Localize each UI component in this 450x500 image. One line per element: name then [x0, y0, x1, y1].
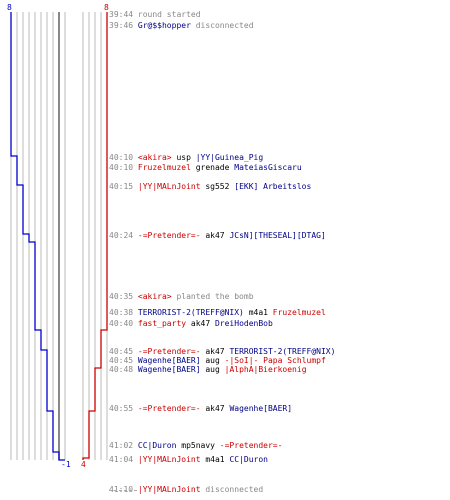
event-text: -=Pretender=- — [137, 231, 201, 240]
event-text: disconnected — [200, 485, 264, 494]
event-text: ak47 — [200, 347, 230, 356]
event-text: ak47 — [186, 319, 215, 328]
event-text: Fruzelmuzel — [272, 308, 326, 317]
event-row: 39:46 Gr@$$hopper disconnected — [109, 22, 254, 30]
event-text: grenade — [190, 163, 235, 172]
event-time: 40:38 — [109, 308, 138, 317]
event-text: |YY|Guinea_Pig — [195, 153, 264, 162]
event-row: 39:44 round started — [109, 11, 201, 19]
event-time: 39:44 — [109, 10, 138, 19]
blue-start-score: 8 — [7, 3, 12, 12]
event-text: sg552 — [200, 182, 235, 191]
event-text: <akira> — [137, 292, 172, 301]
event-text: m4a1 — [200, 455, 230, 464]
event-row: 40:10 Fruzelmuzel grenade MateiasGiscaru — [109, 164, 302, 172]
event-text: |YY|MALnJoint — [137, 455, 201, 464]
event-text: Wagenhe[BAER] — [137, 365, 201, 374]
event-text: TERRORIST-2(TREFF@NIX) — [229, 347, 336, 356]
blue-team-line — [10, 12, 65, 461]
event-row: 40:24 -=Pretender=- ak47 JCsN][THESEAL][… — [109, 232, 326, 240]
event-text: -|SoI|- Papa Schlumpf — [224, 356, 326, 365]
round-timeline-graph: 8 8 -1 4 — [7, 3, 109, 469]
event-text: MateiasGiscaru — [234, 163, 302, 172]
event-time: 40:40 — [109, 319, 138, 328]
dashed-separator — [109, 490, 137, 491]
event-time: 41:04 — [109, 455, 138, 464]
event-time: 40:48 — [109, 365, 138, 374]
event-row: 41:10 |YY|MALnJoint disconnected — [109, 486, 263, 494]
event-text: ak47 — [200, 231, 230, 240]
event-time: 40:24 — [109, 231, 138, 240]
event-time: 39:46 — [109, 21, 138, 30]
event-time: 41:10 — [109, 485, 138, 494]
event-time: 40:45 — [109, 356, 138, 365]
event-text: JCsN][THESEAL][DTAG] — [229, 231, 326, 240]
red-start-score: 8 — [104, 3, 109, 12]
event-row: 40:55 -=Pretender=- ak47 Wagenhe[BAER] — [109, 405, 292, 413]
event-text: -=Pretender=- — [137, 404, 201, 413]
event-text: Fruzelmuzel — [137, 163, 191, 172]
event-time: 40:10 — [109, 153, 138, 162]
event-text: |AlphA|Bierkoenig — [224, 365, 307, 374]
event-text: mp5navy — [176, 441, 220, 450]
event-row: 41:02 CC|Duron mp5navy -=Pretender=- — [109, 442, 282, 450]
event-time: 40:10 — [109, 163, 138, 172]
event-row: 40:48 Wagenhe[BAER] aug |AlphA|Bierkoeni… — [109, 366, 307, 374]
event-row: 40:15 |YY|MALnJoint sg552 [EKK] Arbeitsl… — [109, 183, 311, 191]
event-time: 40:45 — [109, 347, 138, 356]
event-text: aug — [200, 356, 225, 365]
event-text: |YY|MALnJoint — [137, 485, 201, 494]
event-text: disconnected — [190, 21, 254, 30]
event-row: 40:10 <akira> usp |YY|Guinea_Pig — [109, 154, 263, 162]
red-end-score: 4 — [81, 460, 86, 469]
red-team-line — [82, 12, 108, 460]
blue-end-score: -1 — [61, 460, 71, 469]
event-text: <akira> — [137, 153, 172, 162]
event-text: ak47 — [200, 404, 230, 413]
event-row: 40:40 fast_party ak47 DreiHodenBob — [109, 320, 273, 328]
event-text: Gr@$$hopper — [137, 21, 191, 30]
event-text: round started — [137, 10, 201, 19]
event-row: 40:45 -=Pretender=- ak47 TERRORIST-2(TRE… — [109, 348, 335, 356]
event-row: 41:04 |YY|MALnJoint m4a1 CC|Duron — [109, 456, 268, 464]
event-text: |YY|MALnJoint — [137, 182, 201, 191]
event-row: 40:38 TERRORIST-2(TREFF@NIX) m4a1 Fruzel… — [109, 309, 326, 317]
event-text: Wagenhe[BAER] — [137, 356, 201, 365]
event-text: Wagenhe[BAER] — [229, 404, 293, 413]
event-text: CC|Duron — [229, 455, 268, 464]
event-row: 40:35 <akira> planted the bomb — [109, 293, 254, 301]
event-text: planted the bomb — [171, 292, 254, 301]
event-time: 40:15 — [109, 182, 138, 191]
event-text: [EKK] Arbeitslos — [234, 182, 312, 191]
event-text: usp — [171, 153, 196, 162]
event-text: aug — [200, 365, 225, 374]
event-time: 40:55 — [109, 404, 138, 413]
event-text: -=Pretender=- — [137, 347, 201, 356]
event-text: fast_party — [137, 319, 187, 328]
event-row: 40:45 Wagenhe[BAER] aug -|SoI|- Papa Sch… — [109, 357, 326, 365]
event-text: CC|Duron — [137, 441, 177, 450]
event-text: -=Pretender=- — [219, 441, 283, 450]
event-text: TERRORIST-2(TREFF@NIX) — [137, 308, 244, 317]
event-time: 41:02 — [109, 441, 138, 450]
event-text: DreiHodenBob — [214, 319, 273, 328]
event-text: m4a1 — [243, 308, 273, 317]
event-time: 40:35 — [109, 292, 138, 301]
